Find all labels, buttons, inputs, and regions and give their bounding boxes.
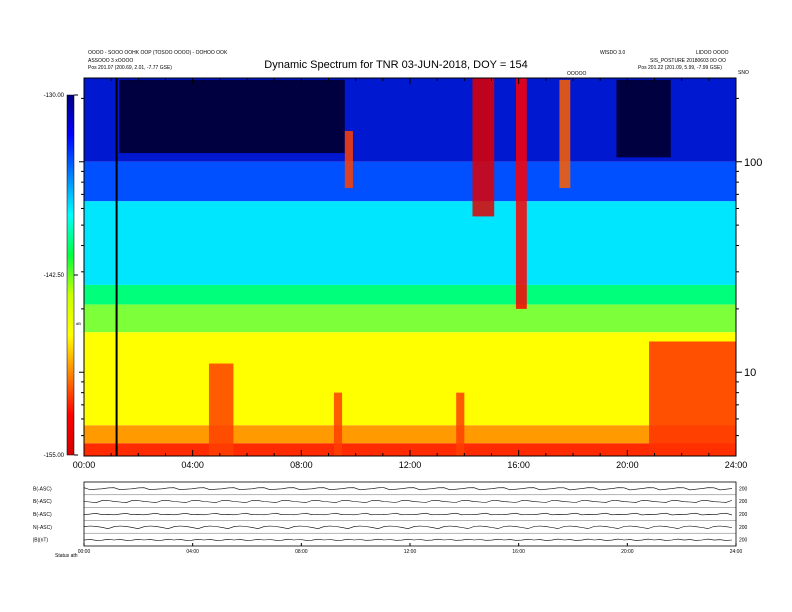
x-tick-label-0: 00:00 (73, 460, 96, 470)
colorbar-tick-label-0: -130.00 (44, 93, 65, 99)
bottom-left-label-4: |B|(nT) (33, 538, 48, 544)
bottom-footer-label: Status ath (55, 553, 78, 559)
x-tick-label-6: 24:00 (725, 460, 748, 470)
x-tick-label-4: 16:00 (507, 460, 530, 470)
bottom-left-label-3: N(-ASC) (33, 525, 52, 531)
burst-1 (515, 78, 527, 309)
chart-title: Dynamic Spectrum for TNR 03-JUN-2018, DO… (264, 59, 528, 71)
header-marker-label: OOOOO (567, 71, 587, 77)
colorbar-tick-label-1: -142.50 (44, 273, 65, 279)
x-tick-label-1: 04:00 (181, 460, 204, 470)
burst-5 (208, 363, 234, 456)
header-left-line1: OOOO - SOOO OOHK OOP (TOSOO OOOO) - OOHO… (88, 50, 228, 56)
bottom-trace-4 (83, 538, 733, 541)
bottom-left-label-2: B(-ASC) (33, 512, 52, 518)
colorbar: -130.00 -142.50 -155.00 dB (44, 93, 82, 459)
bottom-x-tick-label-4: 16:00 (512, 549, 525, 555)
spectrum-heatmap (84, 78, 736, 456)
spectrum-axes: 00:00 04:00 08:00 12:00 16:00 20:00 24:00 10 100 (73, 77, 762, 470)
y-tick-label-1: 100 (744, 157, 762, 169)
bottom-left-label-1: B(-ASC) (33, 499, 52, 505)
spectrum-band-0 (84, 443, 736, 456)
spectrum-band-4 (84, 284, 736, 305)
spectrum-band-5 (84, 201, 736, 285)
bottom-x-tick-label-0: 00:00 (78, 549, 91, 555)
bottom-trace-0 (83, 487, 733, 491)
header-right-line2: SIS_POSTURE 20180603 0O OO (650, 58, 726, 64)
x-tick-label-2: 08:00 (290, 460, 313, 470)
spectrum-band-1 (84, 425, 736, 444)
spectrum-band-3 (84, 304, 736, 333)
bottom-x-tick-label-5: 20:00 (621, 549, 634, 555)
bottom-panel: B(-ASC) 200 B(-ASC) 200 B(-ASC) 200 N(-ASC) 200… (33, 481, 748, 559)
bottom-trace-2 (83, 512, 733, 516)
x-tick-label-3: 12:00 (399, 460, 422, 470)
bottom-trace-3 (83, 525, 733, 530)
bottom-x-tick-label-3: 12:00 (404, 549, 417, 555)
header-left-line3: Pos 201.07 (200.69, 2.01, -7.77 GSE) (88, 65, 172, 71)
colorbar-tick-label-2: -155.00 (44, 453, 65, 459)
bottom-right-label-3: 200 (739, 525, 748, 531)
bottom-x-tick-label-1: 04:00 (186, 549, 199, 555)
bottom-right-label-4: 200 (739, 538, 748, 544)
bottom-left-label-0: B(-ASC) (33, 486, 52, 492)
bottom-right-label-0: 200 (739, 486, 748, 492)
burst-0 (472, 78, 495, 217)
spectrum-band-6 (84, 161, 736, 202)
colorbar-rect (66, 94, 75, 456)
x-tick-label-5: 20:00 (616, 460, 639, 470)
dark-region-0 (119, 79, 345, 154)
burst-2 (344, 131, 353, 189)
bottom-x-tick-label-2: 08:00 (295, 549, 308, 555)
header-right-corner: LIDOO OOOO (696, 50, 729, 56)
dark-region-1 (616, 79, 671, 158)
header-right-line3: Pos 201.22 (201.09, 5.99, -7.99 GSE) (638, 65, 722, 71)
header-right-line1: WISDO 3.0 (600, 50, 626, 56)
y-tick-label-0: 10 (744, 367, 756, 379)
header-corner-small: SNO (738, 70, 749, 76)
bottom-right-label-1: 200 (739, 499, 748, 505)
header-left-line2: ASSOOO 3 xOOOO (88, 58, 134, 64)
spectrum-band-2 (84, 332, 736, 426)
colorbar-label: dB (76, 321, 81, 326)
bottom-trace-1 (83, 500, 733, 504)
burst-4 (649, 341, 736, 456)
burst-3 (559, 79, 571, 189)
bottom-right-label-2: 200 (739, 512, 748, 518)
burst-7 (456, 392, 465, 456)
bottom-x-tick-label-6: 24:00 (730, 549, 743, 555)
burst-6 (333, 392, 343, 456)
